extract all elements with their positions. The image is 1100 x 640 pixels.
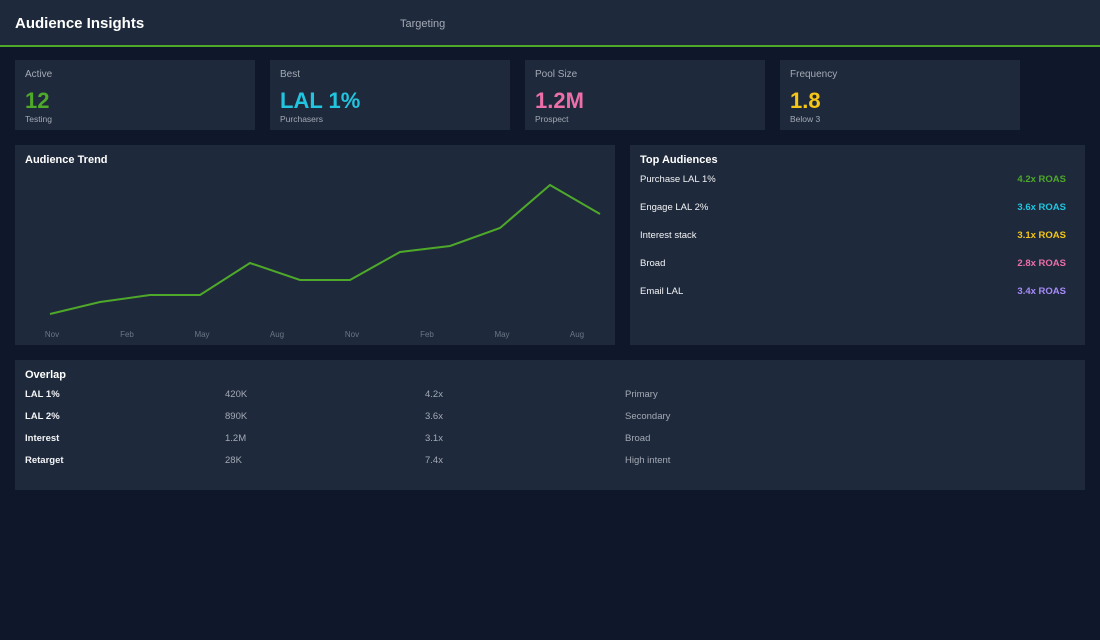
audience-name: Purchase LAL 1% — [640, 174, 716, 185]
overlap-roas: 4.2x — [425, 389, 443, 400]
kpi-value: 12 — [25, 88, 50, 113]
top-audiences-panel: Top Audiences Purchase LAL 1% 4.2x ROAS … — [630, 145, 1085, 345]
kpi-sub: Prospect — [535, 114, 569, 124]
overlap-roas: 3.1x — [425, 433, 443, 444]
kpi-sub: Purchasers — [280, 114, 323, 124]
table-row[interactable]: Interest 1.2M 3.1x Broad — [25, 433, 1075, 447]
x-tick-label: May — [494, 330, 509, 339]
kpi-value: 1.2M — [535, 88, 584, 113]
audience-name: Interest stack — [640, 230, 697, 241]
x-tick-label: Feb — [120, 330, 134, 339]
x-tick-label: Nov — [45, 330, 59, 339]
kpi-label: Frequency — [790, 69, 838, 80]
audience-name: Email LAL — [640, 286, 684, 297]
overlap-panel: Overlap LAL 1% 420K 4.2x Primary LAL 2% … — [15, 360, 1085, 490]
overlap-name: Interest — [25, 433, 60, 444]
audience-roas: 4.2x ROAS — [1017, 174, 1066, 185]
overlap-size: 420K — [225, 389, 248, 400]
kpi-value: LAL 1% — [280, 88, 361, 113]
audience-roas: 3.6x ROAS — [1017, 202, 1066, 213]
overlap-roas: 7.4x — [425, 455, 443, 466]
x-tick-label: Feb — [420, 330, 434, 339]
x-tick-label: Nov — [345, 330, 359, 339]
overlap-roas: 3.6x — [425, 411, 443, 422]
overlap-name: LAL 1% — [25, 389, 60, 400]
trend-series-line — [49, 183, 601, 315]
overlap-size: 28K — [225, 455, 242, 466]
audience-name: Broad — [640, 258, 666, 269]
kpi-label: Active — [25, 69, 53, 80]
audience-roas: 2.8x ROAS — [1017, 258, 1066, 269]
overlap-note: Secondary — [625, 411, 671, 422]
x-tick-label: Aug — [270, 330, 284, 339]
top-audiences-title: Top Audiences — [640, 154, 718, 166]
overlap-note: Primary — [625, 389, 658, 400]
overlap-note: High intent — [625, 455, 671, 466]
table-row[interactable]: LAL 1% 420K 4.2x Primary — [25, 389, 1075, 403]
table-row[interactable]: Retarget 28K 7.4x High intent — [25, 455, 1075, 469]
kpi-label: Best — [280, 69, 301, 80]
top-bar: Audience Insights Targeting — [0, 0, 1100, 47]
audience-row[interactable]: Broad 2.8x ROAS — [640, 258, 1066, 272]
kpi-card-pool-size: Pool Size 1.2M Prospect — [525, 60, 765, 130]
audience-row[interactable]: Purchase LAL 1% 4.2x ROAS — [640, 174, 1066, 188]
audience-row[interactable]: Interest stack 3.1x ROAS — [640, 230, 1066, 244]
audience-roas: 3.1x ROAS — [1017, 230, 1066, 241]
overlap-name: LAL 2% — [25, 411, 60, 422]
kpi-card-frequency: Frequency 1.8 Below 3 — [780, 60, 1020, 130]
kpi-sub: Testing — [25, 114, 52, 124]
audience-trend-title: Audience Trend — [25, 154, 108, 166]
kpi-card-active: Active 12 Testing — [15, 60, 255, 130]
kpi-label: Pool Size — [535, 69, 578, 80]
app-title: Audience Insights — [15, 15, 145, 32]
audience-trend-panel: Audience Trend Nov Feb May Aug Nov Feb May Aug — [15, 145, 615, 345]
overlap-size: 890K — [225, 411, 248, 422]
audience-trend-chart: Nov Feb May Aug Nov Feb May Aug — [45, 183, 601, 339]
table-row[interactable]: LAL 2% 890K 3.6x Secondary — [25, 411, 1075, 425]
overlap-size: 1.2M — [225, 433, 247, 444]
audience-row[interactable]: Engage LAL 2% 3.6x ROAS — [640, 202, 1066, 216]
kpi-value: 1.8 — [790, 88, 821, 113]
audience-row[interactable]: Email LAL 3.4x ROAS — [640, 286, 1066, 300]
nav-tab-targeting[interactable]: Targeting — [400, 18, 446, 30]
overlap-title: Overlap — [25, 369, 66, 381]
kpi-card-best: Best LAL 1% Purchasers — [270, 60, 510, 130]
x-tick-label: Aug — [570, 330, 584, 339]
kpi-sub: Below 3 — [790, 114, 821, 124]
audience-roas: 3.4x ROAS — [1017, 286, 1066, 297]
overlap-name: Retarget — [25, 455, 64, 466]
overlap-note: Broad — [625, 433, 651, 444]
x-tick-label: May — [194, 330, 209, 339]
audience-name: Engage LAL 2% — [640, 202, 709, 213]
